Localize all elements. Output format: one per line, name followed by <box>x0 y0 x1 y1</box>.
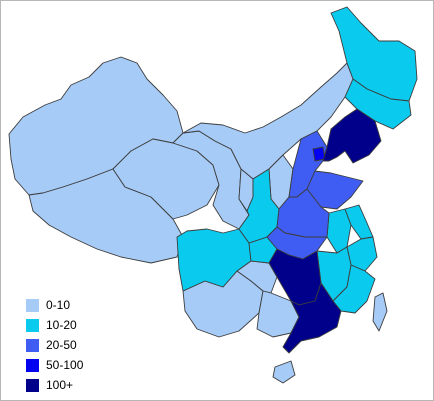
legend-item: 100+ <box>25 375 83 395</box>
legend-label: 50-100 <box>46 357 84 372</box>
legend-label: 10-20 <box>46 317 77 332</box>
legend-swatch <box>25 357 40 373</box>
legend-item: 0-10 <box>25 295 83 315</box>
legend-item: 50-100 <box>25 355 83 375</box>
region-shaanxi[interactable] <box>238 168 280 244</box>
legend-item: 10-20 <box>25 315 83 335</box>
legend-swatch <box>25 377 40 393</box>
legend-swatch <box>25 317 40 333</box>
region-hainan[interactable] <box>272 360 296 384</box>
legend-swatch <box>25 297 40 313</box>
legend-label: 100+ <box>46 377 74 392</box>
region-liaoning[interactable] <box>322 108 382 164</box>
legend: 0-10 10-20 20-50 50-100 100+ <box>25 295 83 395</box>
legend-swatch <box>25 337 40 353</box>
legend-label: 20-50 <box>46 337 77 352</box>
legend-item: 20-50 <box>25 335 83 355</box>
region-guangdong[interactable] <box>282 282 342 354</box>
region-taiwan[interactable] <box>372 292 388 332</box>
legend-label: 0-10 <box>46 297 71 312</box>
